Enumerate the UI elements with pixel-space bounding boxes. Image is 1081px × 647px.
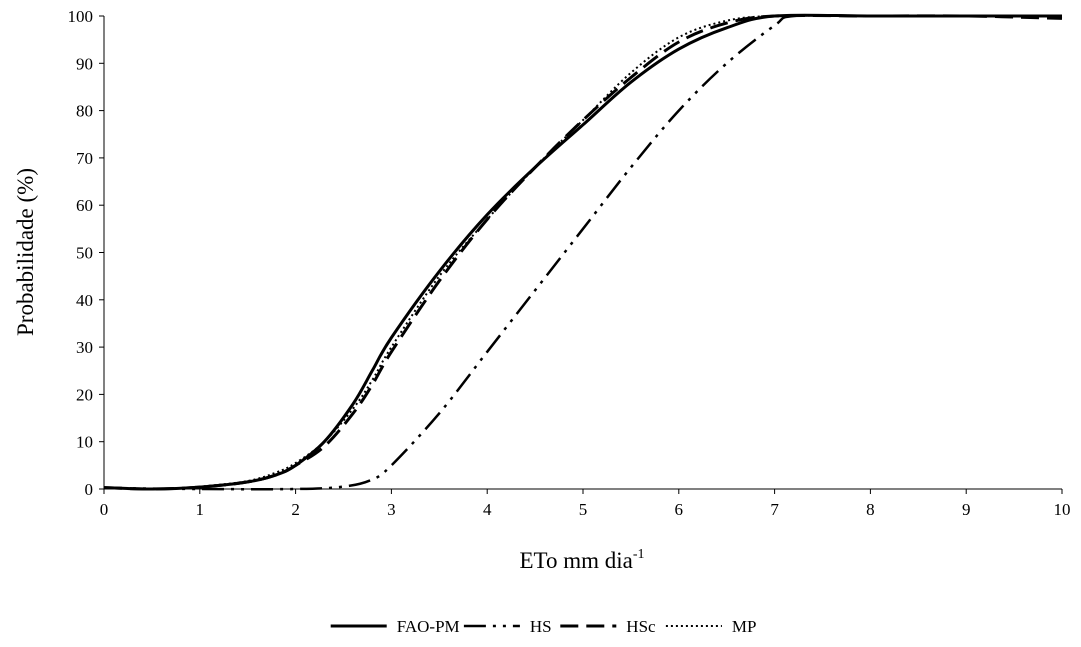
y-tick-label: 20 xyxy=(76,385,93,404)
legend-item-mp: MP xyxy=(665,617,757,636)
y-tick-label: 10 xyxy=(76,433,93,452)
x-axis-title-superscript: -1 xyxy=(633,547,645,562)
x-tick-label: 5 xyxy=(579,500,588,519)
y-tick-label: 40 xyxy=(76,291,93,310)
series-line-mp xyxy=(103,14,1062,491)
y-tick-label: 0 xyxy=(85,480,94,499)
x-axis-title-main: ETo mm dia xyxy=(519,548,632,573)
legend-label: HS xyxy=(530,617,552,636)
series-line-fao-pm xyxy=(103,13,1062,491)
y-tick-label: 100 xyxy=(68,7,94,26)
y-tick-label: 30 xyxy=(76,338,93,357)
legend-item-fao-pm: FAO-PM xyxy=(330,617,460,636)
series-line-hsc xyxy=(103,13,1063,491)
x-tick-label: 3 xyxy=(387,500,396,519)
x-tick-label: 8 xyxy=(866,500,875,519)
legend-item-hs: HS xyxy=(463,617,552,636)
x-tick-label: 6 xyxy=(675,500,684,519)
x-tick-label: 1 xyxy=(196,500,205,519)
chart-axes xyxy=(103,16,1062,490)
y-axis-ticks: 0 10 20 30 40 50 60 70 80 90 100 xyxy=(68,7,104,499)
y-tick-label: 60 xyxy=(76,196,93,215)
x-tick-label: 9 xyxy=(962,500,971,519)
legend-item-hsc: HSc xyxy=(560,617,656,636)
x-axis-ticks: 0 1 2 3 4 5 6 7 8 9 10 xyxy=(100,489,1071,519)
y-tick-label: 90 xyxy=(76,54,93,73)
series-line-hs xyxy=(103,14,1062,491)
y-tick-label: 70 xyxy=(76,149,93,168)
legend-label: FAO-PM xyxy=(397,617,460,636)
x-axis-title: ETo mm dia-1 xyxy=(519,547,644,573)
x-tick-label: 2 xyxy=(291,500,300,519)
chart-legend: FAO-PM HS HSc MP xyxy=(330,617,757,636)
x-tick-label: 7 xyxy=(770,500,779,519)
x-tick-label: 0 xyxy=(100,500,109,519)
x-tick-label: 4 xyxy=(483,500,492,519)
legend-label: MP xyxy=(732,617,757,636)
legend-label: HSc xyxy=(626,617,656,636)
y-tick-label: 80 xyxy=(76,102,93,121)
y-tick-label: 50 xyxy=(76,244,93,263)
x-tick-label: 10 xyxy=(1054,500,1071,519)
y-axis-title: Probabilidade (%) xyxy=(13,168,38,336)
chart-series-group xyxy=(103,13,1063,491)
